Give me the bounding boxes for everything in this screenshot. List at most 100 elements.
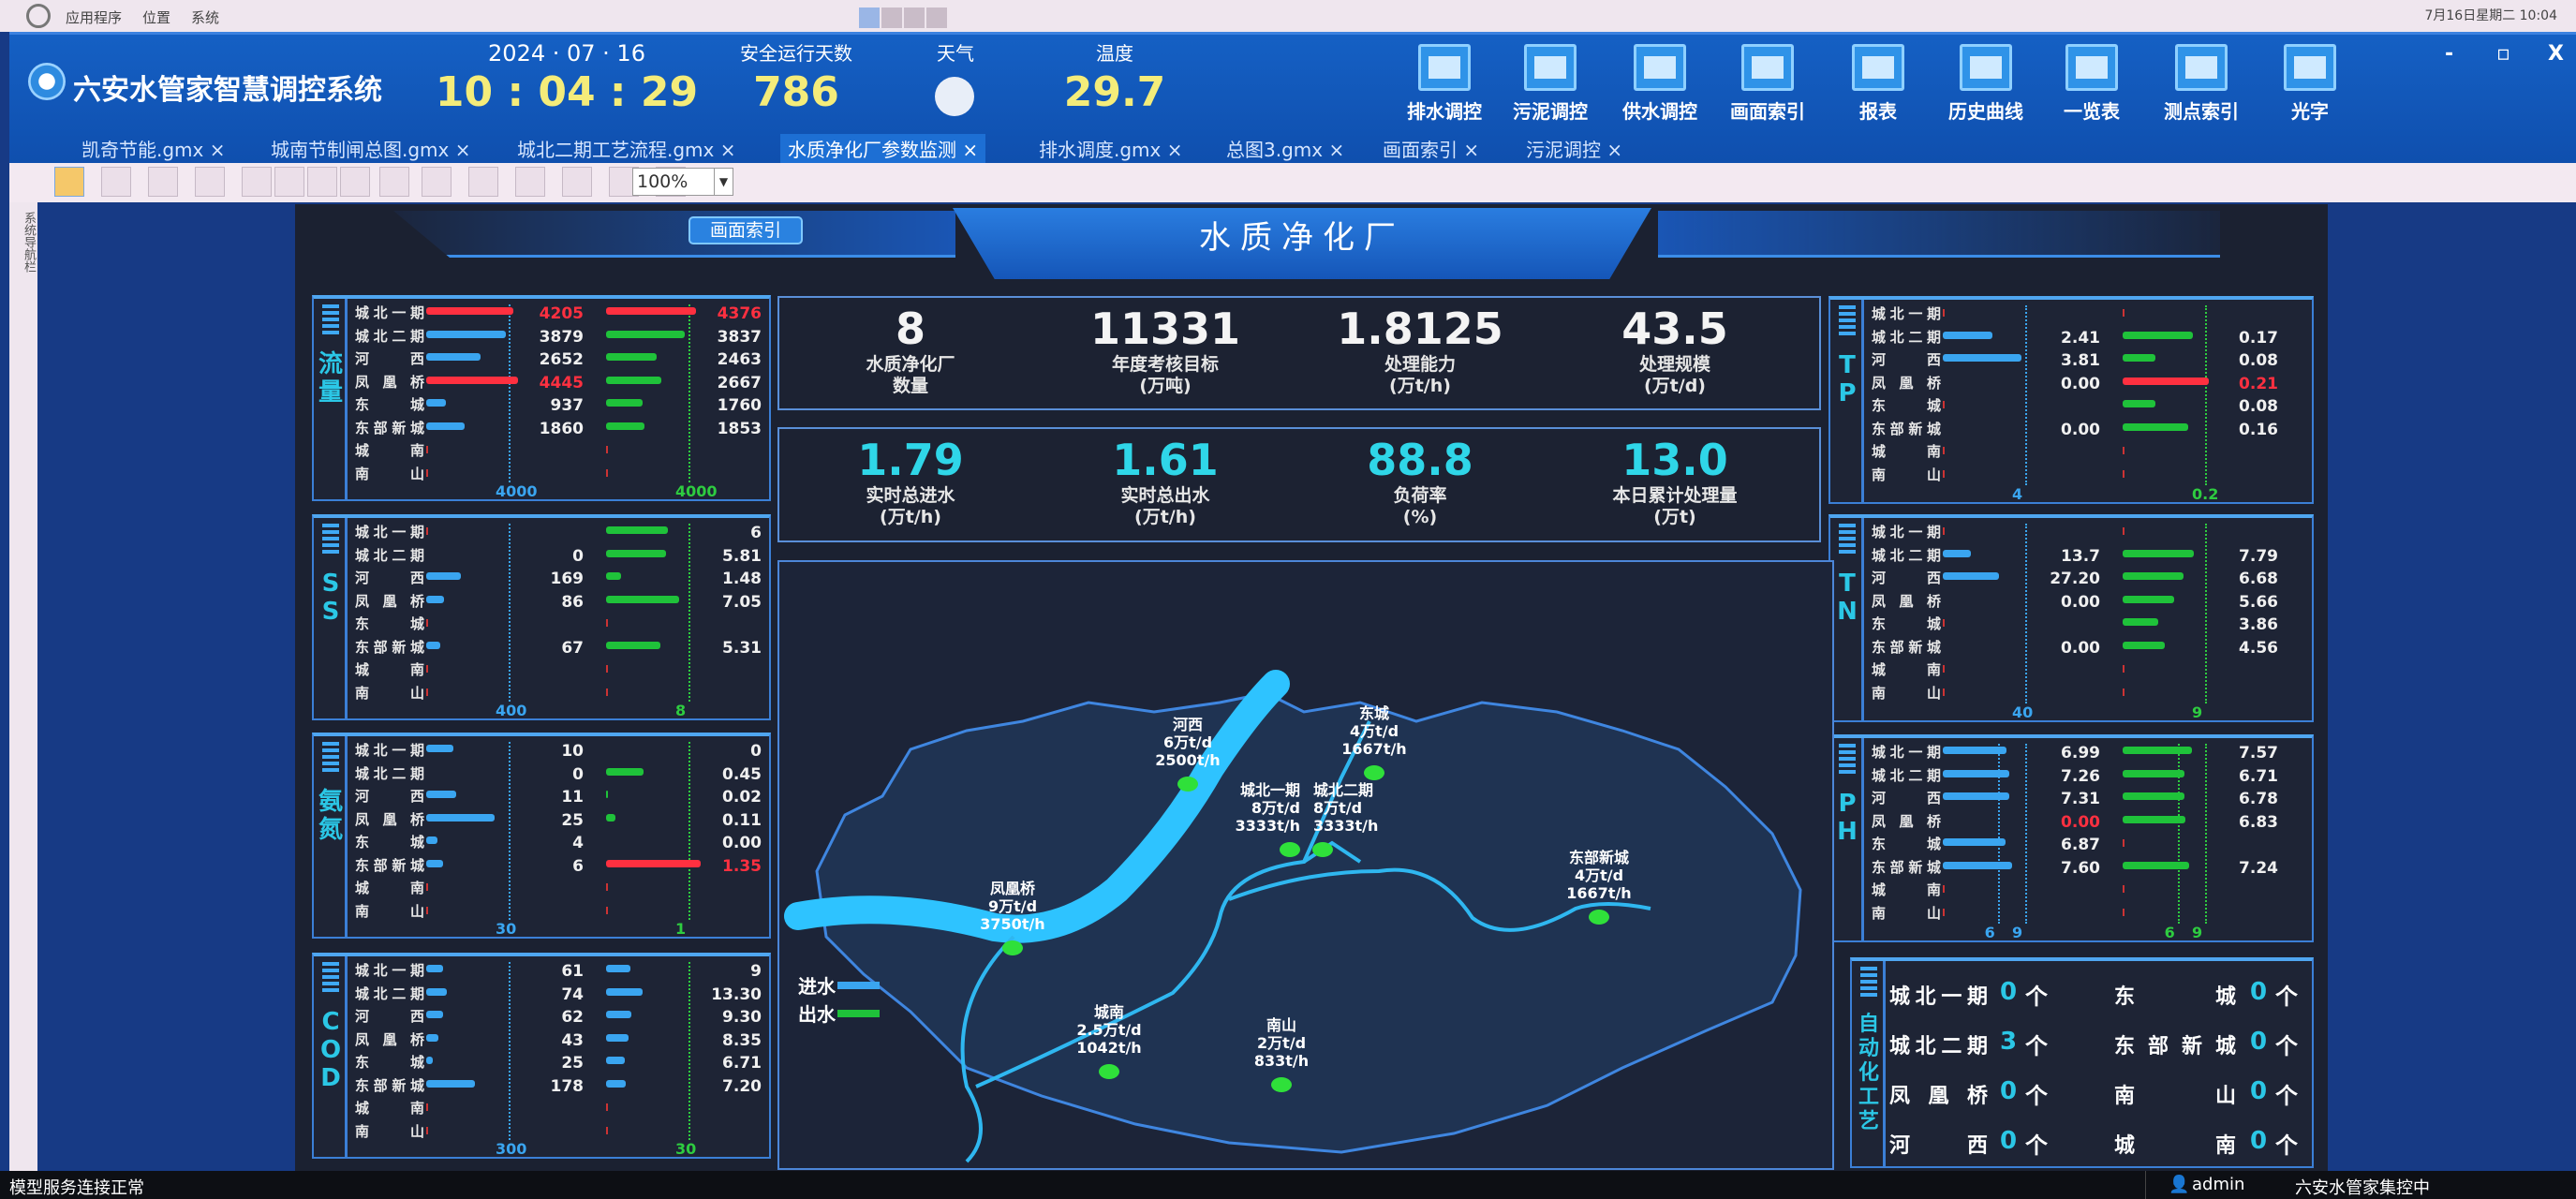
os-clock: 7月16日星期二 10:04 — [2424, 8, 2557, 23]
station-name: 东部新城 — [355, 1076, 424, 1094]
out-value: 1760 — [717, 396, 762, 415]
pin-green-icon[interactable] — [515, 167, 545, 197]
os-menu-applications[interactable]: 应用程序 — [66, 9, 123, 26]
menu-icon[interactable] — [322, 962, 339, 994]
menu-icon[interactable] — [322, 742, 339, 774]
pin-red-icon[interactable] — [468, 167, 498, 197]
out-limit-line — [688, 962, 690, 1140]
nav-button-5[interactable]: 历史曲线 — [1939, 44, 2033, 124]
station-name: 凤凰桥 — [355, 1030, 424, 1048]
print-icon[interactable] — [195, 167, 225, 197]
zoom-select[interactable]: 100% ▼ — [632, 168, 733, 196]
os-menu-system[interactable]: 系统 — [191, 9, 220, 26]
menu-icon[interactable] — [1860, 967, 1877, 999]
menu-icon[interactable] — [1839, 305, 1856, 337]
no-data-tick — [1943, 469, 1945, 478]
nav-button-0[interactable]: 排水调控 — [1398, 44, 1491, 124]
open-icon[interactable] — [101, 167, 131, 197]
image3-icon[interactable] — [307, 167, 337, 197]
workspace-switcher[interactable] — [859, 7, 947, 28]
out-value-bar — [606, 549, 666, 557]
plant-capacity: 9万t/d — [988, 897, 1037, 915]
nav-button-1[interactable]: 污泥调控 — [1503, 44, 1597, 124]
user-icon: 👤 — [2169, 1175, 2190, 1194]
app-taskbar-item[interactable]: 六安水管家集控中 — [2295, 1178, 2430, 1198]
nav-button-6[interactable]: 一览表 — [2045, 44, 2139, 124]
panel-label: SS — [321, 570, 340, 626]
temp-label: 温度 — [1096, 42, 1133, 65]
out-limit-line — [688, 524, 690, 702]
plant-dot — [1589, 910, 1609, 925]
in-value: 11 — [561, 788, 584, 807]
nav-button-8[interactable]: 光字 — [2263, 44, 2357, 124]
out-value: 7.79 — [2239, 546, 2278, 566]
blank1-icon[interactable] — [379, 167, 409, 197]
out-value: 0.17 — [2239, 328, 2278, 348]
blank2-icon[interactable] — [422, 167, 452, 197]
no-data-tick — [606, 619, 608, 627]
tab-7[interactable]: 污泥调控 × — [1526, 139, 1623, 161]
tab-3[interactable]: 水质净化厂参数监测 × — [780, 134, 986, 166]
out-value: 1.48 — [722, 570, 762, 588]
out-scale-label: 9 — [2192, 703, 2203, 721]
menu-icon[interactable] — [1839, 744, 1856, 776]
image4-icon[interactable] — [340, 167, 370, 197]
tab-1[interactable]: 城南节制闸总图.gmx × — [271, 139, 471, 161]
side-navigation-strip[interactable]: 系统导航栏 — [9, 202, 37, 1171]
out-limit-line — [688, 742, 690, 920]
in-value: 61 — [561, 962, 584, 981]
nav-button-4[interactable]: 报表 — [1831, 44, 1925, 124]
tab-0[interactable]: 凯奇节能.gmx × — [81, 139, 226, 161]
tab-5[interactable]: 总图3.gmx × — [1226, 139, 1345, 161]
tab-2[interactable]: 城北二期工艺流程.gmx × — [517, 139, 736, 161]
copy-icon[interactable] — [148, 167, 178, 197]
image2-icon[interactable] — [274, 167, 304, 197]
station-name: 东部新城 — [355, 419, 424, 437]
kpi-item: 11331 年度考核目标 (万吨) — [1039, 303, 1292, 397]
nav-button-2[interactable]: 供水调控 — [1613, 44, 1707, 124]
kpi-item: 88.8 负荷率 (%) — [1294, 435, 1547, 528]
station-name: 凤凰桥 — [355, 592, 424, 610]
user-name[interactable]: admin — [2192, 1175, 2245, 1194]
in-value-bar — [1943, 792, 2010, 800]
out-limit-line — [2205, 524, 2207, 703]
close-button[interactable]: X — [2548, 42, 2564, 66]
save-icon[interactable] — [54, 167, 84, 197]
screen-index-button[interactable]: 画面索引 — [688, 216, 803, 244]
maximize-button[interactable]: ▫ — [2496, 42, 2510, 66]
os-menu-places[interactable]: 位置 — [142, 9, 171, 26]
nav-button-3[interactable]: 画面索引 — [1721, 44, 1814, 124]
in-value: 13.7 — [2061, 546, 2100, 566]
station-name: 城北一期 — [355, 742, 424, 759]
tab-6[interactable]: 画面索引 × — [1383, 139, 1480, 161]
panel-side: PH — [1830, 738, 1864, 940]
nav-button-7[interactable]: 测点索引 — [2154, 44, 2248, 124]
in-value: 2.41 — [2061, 328, 2100, 348]
plant-capacity: 8万t/d — [1313, 799, 1362, 817]
image1-icon[interactable] — [242, 167, 272, 197]
out-value-bar — [2123, 354, 2156, 362]
kpi-unit: (%) — [1402, 507, 1438, 527]
kpi-unit: 数量 — [892, 376, 928, 396]
menu-icon[interactable] — [1839, 524, 1856, 555]
automation-station: 城北一期 — [1889, 985, 1988, 1009]
minimize-button[interactable]: - — [2445, 42, 2454, 66]
no-data-tick — [1943, 401, 1945, 408]
date: 2024 · 07 · 16 — [488, 40, 645, 67]
menu-icon[interactable] — [322, 524, 339, 555]
in-value: 10 — [561, 742, 584, 761]
in-value-bar — [426, 307, 513, 315]
tab-4[interactable]: 排水调度.gmx × — [1039, 139, 1183, 161]
no-data-tick — [2123, 447, 2124, 454]
out-value: 0.11 — [722, 810, 762, 830]
menu-icon[interactable] — [322, 304, 339, 336]
zoom-in-icon[interactable] — [562, 167, 592, 197]
